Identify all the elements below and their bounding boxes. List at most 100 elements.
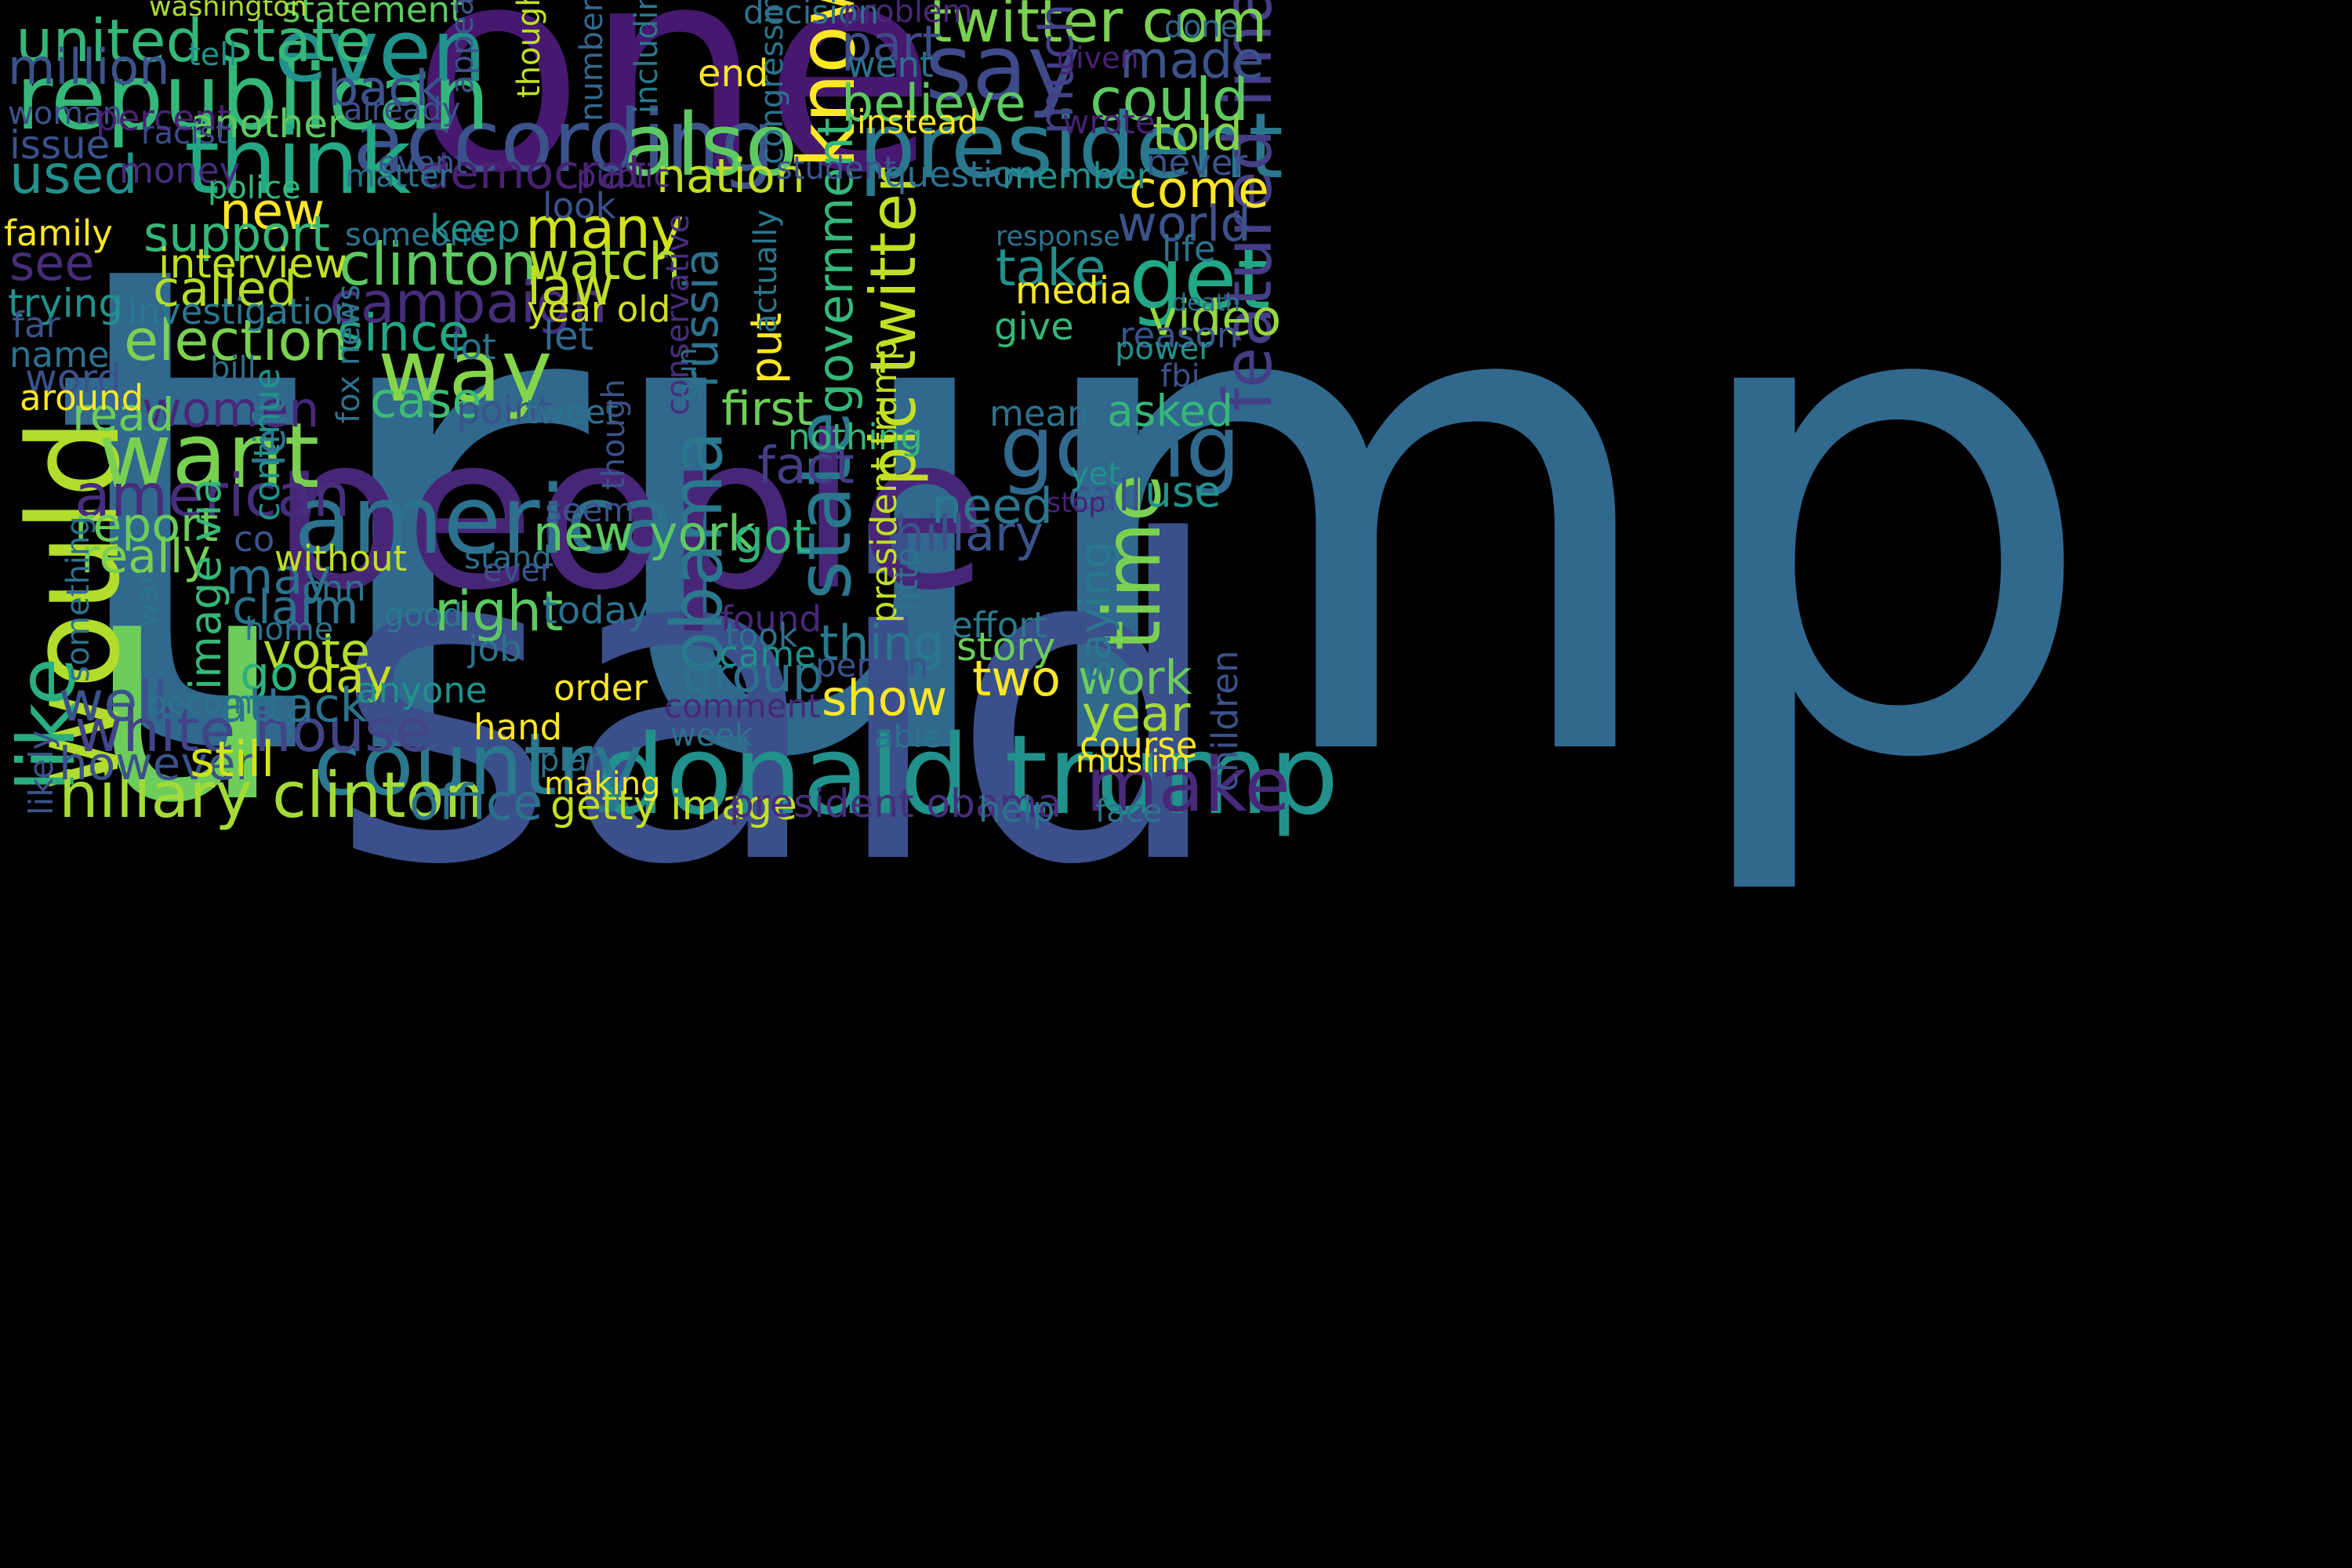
- cloud-word: ever: [483, 553, 554, 589]
- cloud-word: support: [143, 205, 331, 263]
- cloud-word: come: [1129, 161, 1269, 220]
- cloud-word: image via: [180, 477, 230, 690]
- cloud-word: statement: [282, 0, 464, 31]
- cloud-word: video: [1149, 289, 1282, 347]
- cloud-word: percent: [96, 97, 231, 139]
- cloud-word: election: [124, 307, 349, 373]
- cloud-word: said: [329, 450, 1228, 961]
- cloud-word: around: [20, 377, 144, 419]
- cloud-word: million: [8, 38, 170, 96]
- cloud-word: student: [776, 151, 896, 187]
- cloud-word: http: [889, 546, 925, 612]
- cloud-word: actually: [748, 209, 784, 333]
- cloud-word: decision: [743, 0, 880, 31]
- cloud-word: people: [270, 390, 989, 637]
- cloud-word: first: [721, 382, 814, 437]
- cloud-word: today: [543, 589, 650, 633]
- cloud-word: make: [1086, 742, 1290, 829]
- cloud-word: report: [74, 498, 219, 553]
- cloud-word: nation: [656, 149, 805, 204]
- cloud-word: tell: [188, 37, 238, 73]
- cloud-word: need: [931, 477, 1053, 535]
- cloud-word: event: [378, 145, 467, 181]
- cloud-word: call: [1068, 470, 1142, 521]
- cloud-word: money: [119, 150, 241, 191]
- cloud-word: even: [274, 1, 487, 101]
- cloud-word: trump: [47, 121, 2101, 906]
- cloud-word: hand: [474, 706, 563, 748]
- cloud-word: making: [544, 766, 661, 802]
- cloud-word: going: [1000, 397, 1241, 497]
- cloud-word: clinton: [339, 230, 538, 299]
- cloud-word: issue: [9, 122, 111, 168]
- cloud-word: life: [1162, 228, 1216, 270]
- cloud-word: story: [956, 624, 1056, 670]
- cloud-word: women: [142, 381, 320, 438]
- cloud-word: part: [841, 15, 942, 72]
- cloud-word: took: [725, 616, 798, 655]
- cloud-word: campaign: [329, 270, 608, 336]
- cloud-word: according: [353, 91, 775, 191]
- cloud-word: help: [978, 789, 1055, 830]
- cloud-word: america: [294, 466, 676, 575]
- cloud-word: used: [9, 144, 138, 206]
- cloud-word: power: [1115, 331, 1212, 367]
- cloud-word: think: [184, 110, 412, 215]
- cloud-word: watch: [528, 233, 681, 292]
- cloud-word: give: [994, 305, 1074, 349]
- cloud-word: death: [1172, 289, 1240, 317]
- cloud-word: donald trump: [596, 712, 1339, 840]
- cloud-word: course: [1080, 724, 1198, 766]
- cloud-word: thing: [819, 615, 945, 672]
- cloud-word: cnn: [302, 568, 366, 609]
- cloud-word: see: [9, 234, 95, 292]
- cloud-word: claim: [232, 580, 359, 635]
- cloud-word: order: [554, 667, 648, 709]
- cloud-word: two: [972, 650, 1061, 707]
- cloud-word: let: [543, 314, 594, 359]
- cloud-word: job: [468, 628, 522, 670]
- cloud-word: could: [1090, 65, 1250, 134]
- cloud-word: good: [384, 597, 463, 633]
- cloud-word: year old: [527, 289, 671, 330]
- cloud-word: got: [734, 510, 811, 564]
- cloud-word: media: [1015, 269, 1133, 313]
- cloud-word: show: [822, 670, 948, 727]
- cloud-word: given: [1057, 41, 1139, 75]
- cloud-word: home: [245, 612, 334, 648]
- cloud-word: group: [682, 646, 824, 703]
- cloud-word: yet: [1070, 456, 1120, 492]
- cloud-word: white house: [74, 696, 432, 765]
- cloud-word: still: [190, 731, 275, 788]
- cloud-word: may: [226, 548, 332, 605]
- cloud-word: get: [1129, 228, 1271, 328]
- cloud-word: continue: [246, 368, 288, 521]
- cloud-word: fox news: [331, 284, 367, 423]
- cloud-word: become: [147, 685, 273, 721]
- cloud-word: trying: [8, 281, 124, 326]
- cloud-word: say: [925, 16, 1081, 121]
- cloud-word: since: [337, 304, 470, 363]
- cloud-word: president obama: [729, 781, 1062, 826]
- cloud-word: really: [81, 529, 211, 584]
- cloud-word: point: [456, 389, 553, 433]
- cloud-word: thought: [511, 0, 547, 98]
- cloud-word: look: [543, 185, 616, 227]
- cloud-word: another: [191, 101, 344, 147]
- cloud-word: republican: [16, 45, 490, 151]
- cloud-word: muslim: [1076, 744, 1191, 780]
- cloud-word: well: [59, 670, 169, 734]
- cloud-word: told: [1152, 107, 1243, 162]
- cloud-word: attack: [220, 678, 368, 733]
- cloud-word: response: [996, 221, 1120, 252]
- cloud-word: public: [576, 158, 671, 194]
- cloud-word: something: [60, 516, 96, 682]
- cloud-word: name: [9, 334, 110, 376]
- cloud-word: woman: [8, 96, 123, 132]
- cloud-word: co: [234, 518, 275, 560]
- cloud-word: believe: [841, 74, 1026, 133]
- cloud-word: congressman: [754, 0, 790, 165]
- cloud-word: likely: [22, 730, 60, 815]
- cloud-word: came: [719, 633, 816, 675]
- cloud-word: member: [1002, 155, 1152, 197]
